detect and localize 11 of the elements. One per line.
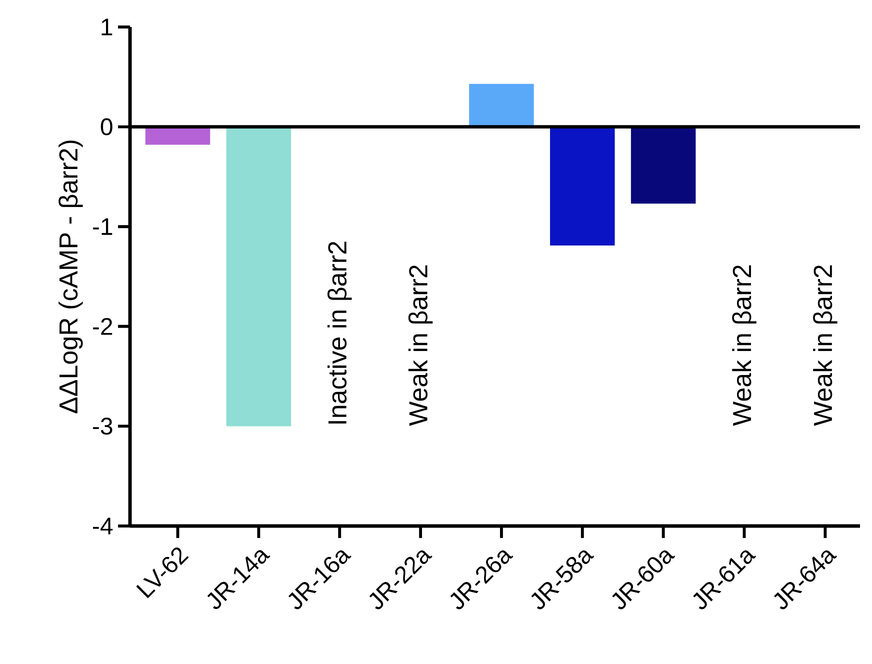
y-tick-label: -3 (93, 418, 112, 435)
y-tick-label: -1 (93, 218, 112, 235)
annotation: Weak in βarr2 (408, 265, 433, 426)
annotation: Inactive in βarr2 (327, 242, 352, 424)
annotation: Weak in βarr2 (813, 265, 838, 426)
y-tick-label: -2 (93, 318, 112, 335)
y-tick-label: 0 (100, 118, 112, 136)
y-tick-label: -4 (93, 518, 113, 534)
y-axis-title: ΔΔLogR (cAMP - βarr2) (58, 140, 83, 414)
y-tick-label: 1 (102, 18, 112, 36)
annotation: Weak in βarr2 (732, 265, 756, 426)
